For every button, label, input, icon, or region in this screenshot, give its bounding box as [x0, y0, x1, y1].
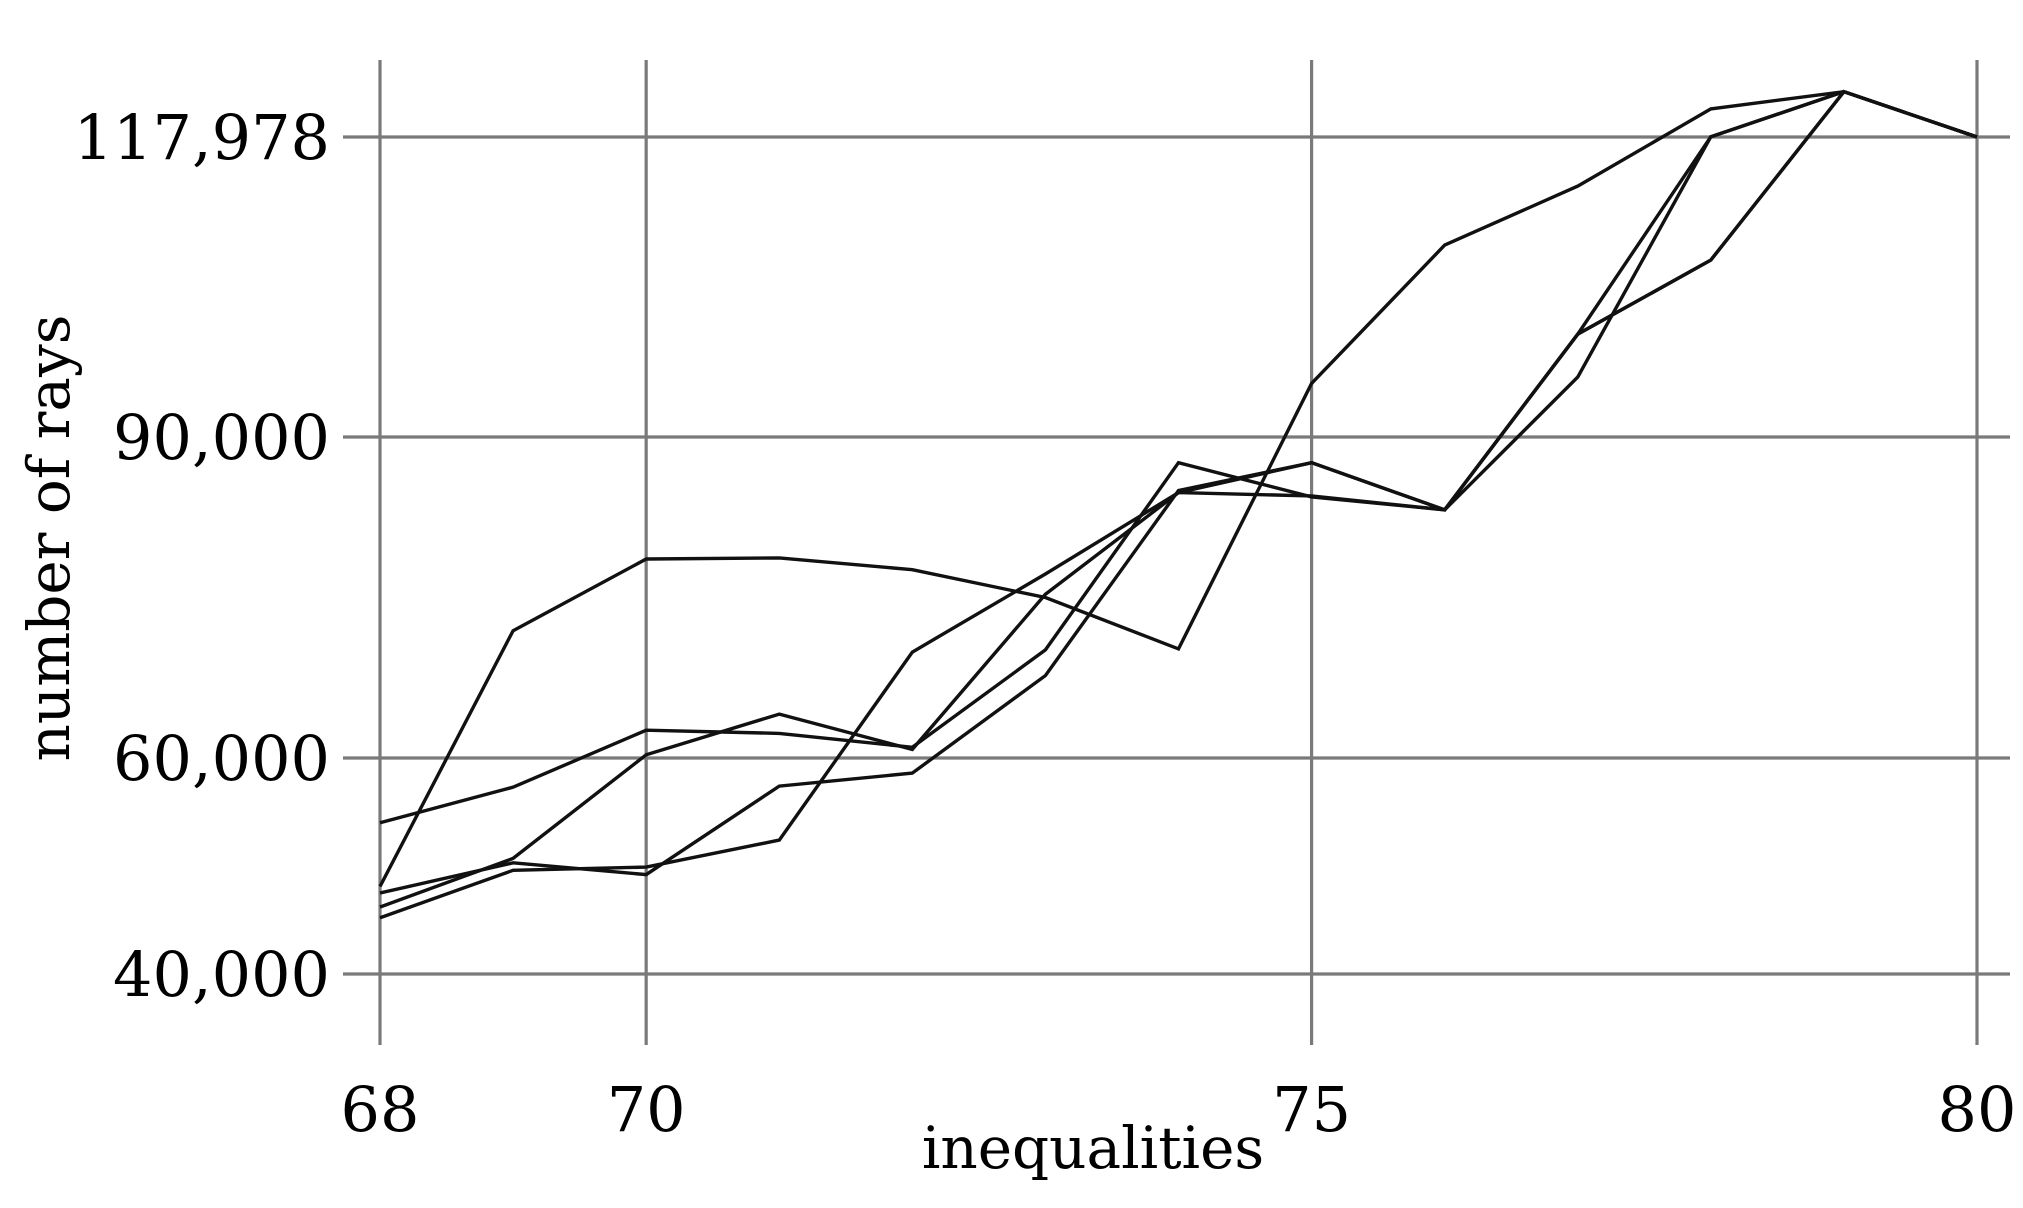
- grid: [343, 60, 2010, 1045]
- series-group: [378, 89, 1978, 920]
- y-tick-label: 60,000: [113, 722, 330, 795]
- y-tick-label: 117,978: [74, 101, 330, 174]
- x-tick-label: 75: [1272, 1073, 1351, 1146]
- series-line: [379, 89, 1978, 920]
- y-tick-label: 90,000: [113, 401, 330, 474]
- x-tick-label: 70: [607, 1073, 686, 1146]
- y-tick-label: 40,000: [113, 938, 330, 1011]
- x-tick-label: 68: [341, 1073, 420, 1146]
- x-axis-label: inequalities: [922, 1114, 1264, 1182]
- series-line: [379, 89, 1978, 825]
- series-line: [379, 89, 1978, 909]
- tick-labels: 68 70 75 80 40,000 60,000 90,000 117,978: [74, 101, 2017, 1146]
- series-line: [378, 89, 1978, 888]
- y-axis-label: number of rays: [15, 315, 83, 762]
- x-tick-label: 80: [1938, 1073, 2017, 1146]
